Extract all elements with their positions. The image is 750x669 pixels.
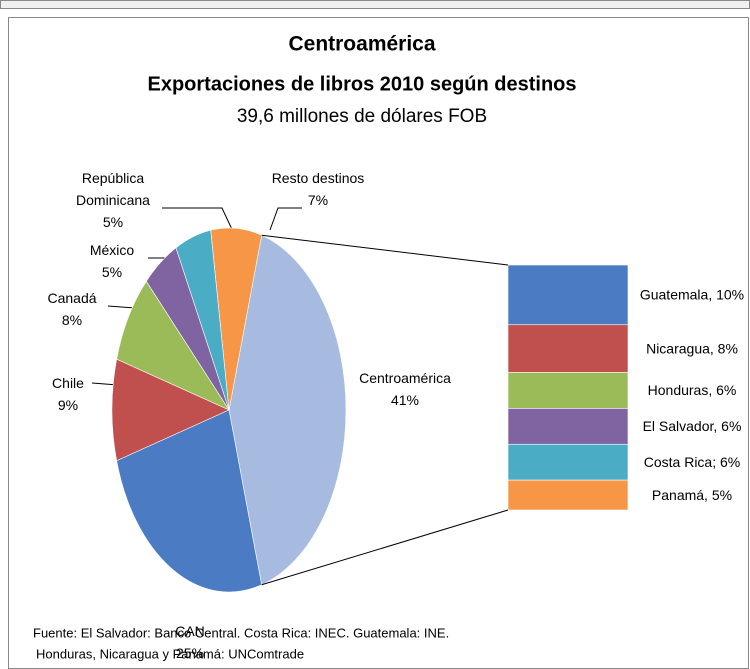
pie-label: Canadá 8% bbox=[17, 287, 127, 331]
pie-label-category: México bbox=[89, 242, 135, 258]
chart-title: Centroamérica bbox=[288, 33, 435, 56]
pie-label-value: 5% bbox=[101, 264, 123, 280]
bar-label: El Salvador, 6% bbox=[643, 418, 742, 434]
pie-slice bbox=[116, 280, 230, 411]
connector-line bbox=[261, 234, 509, 266]
pie-label-category: CAN bbox=[175, 623, 205, 639]
chart-note: 39,6 millones de dólares FOB bbox=[237, 106, 487, 127]
bar-label: Guatemala, 10% bbox=[640, 287, 744, 303]
pie-label-value: 7% bbox=[307, 192, 329, 208]
pie-label: República Dominicana 5% bbox=[63, 167, 163, 233]
pie-label-value: 41% bbox=[390, 392, 420, 408]
pie bbox=[111, 227, 347, 593]
pie-label-category: Canadá bbox=[47, 290, 97, 306]
pie-label-value: 9% bbox=[57, 397, 79, 413]
pie-slice bbox=[228, 234, 347, 586]
source-line: Honduras, Nicaragua y Panamá: UNComtrade bbox=[36, 646, 304, 661]
bar-label: Nicaragua, 8% bbox=[646, 340, 738, 356]
bar-segment bbox=[507, 264, 629, 326]
pie-label: Centroamérica 41% bbox=[350, 367, 460, 411]
pie-label: Chile 9% bbox=[13, 372, 123, 416]
pie-label-category: Centroamérica bbox=[359, 370, 451, 386]
pie-label-category: República Dominicana bbox=[76, 170, 150, 208]
pie-slice bbox=[111, 358, 230, 462]
pie-label: Resto destinos 7% bbox=[263, 167, 373, 211]
pie-label: México 5% bbox=[57, 239, 167, 283]
pie-label-category: Chile bbox=[52, 375, 84, 391]
pie-label-value: 8% bbox=[61, 312, 83, 328]
pie-slice bbox=[116, 409, 262, 593]
bar-segment bbox=[507, 443, 629, 481]
pie-label-value: 25% bbox=[175, 645, 205, 661]
bar-segment bbox=[507, 408, 629, 445]
source-line: Fuente: El Salvador: Banco Central. Cost… bbox=[33, 625, 449, 640]
chart-subtitle: Exportaciones de libros 2010 según desti… bbox=[147, 73, 576, 95]
bar-label: Costa Rica; 6% bbox=[644, 454, 740, 470]
pie-label-value: 5% bbox=[102, 214, 124, 230]
bar-label: Panamá, 5% bbox=[652, 487, 732, 503]
frame-top bbox=[0, 0, 750, 9]
bar-segment bbox=[507, 372, 629, 409]
connector-line bbox=[261, 509, 509, 586]
leader-line bbox=[107, 305, 136, 309]
breakdown-bar: Guatemala, 10% Nicaragua, 8% Honduras, 6% E… bbox=[507, 264, 744, 511]
bar-segment bbox=[507, 324, 629, 373]
leader-line bbox=[269, 207, 302, 231]
bar-label: Honduras, 6% bbox=[648, 382, 737, 398]
pie-label-category: Resto destinos bbox=[271, 170, 365, 186]
pie-label: CAN 25% bbox=[135, 620, 245, 664]
bar-segment bbox=[507, 479, 629, 511]
